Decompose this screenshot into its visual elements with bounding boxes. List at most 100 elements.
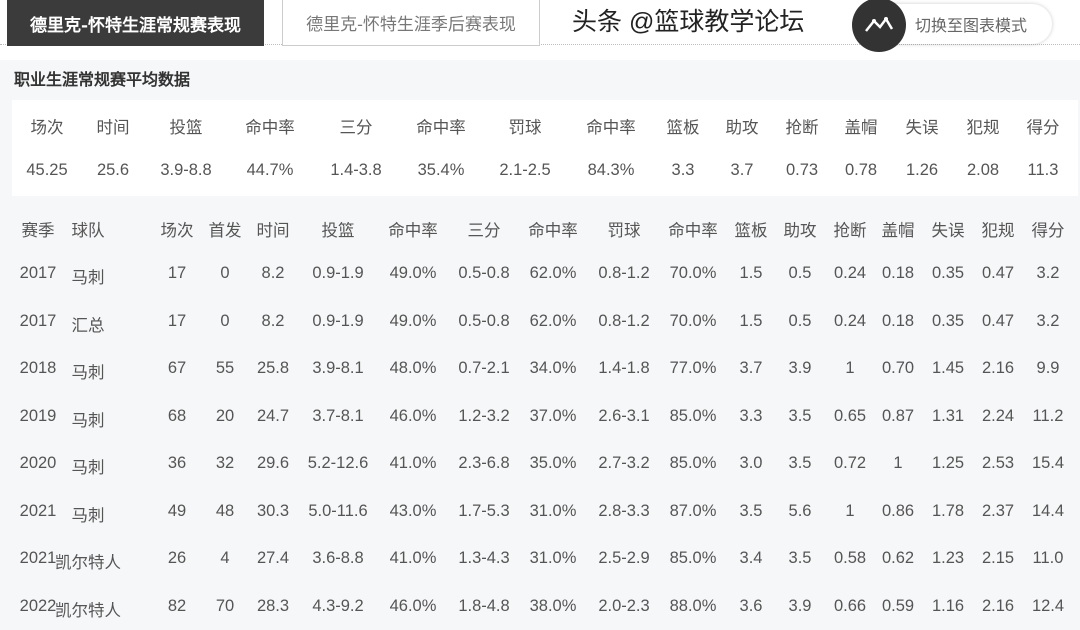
- table-cell: 1.45: [931, 359, 965, 377]
- tab-playoffs[interactable]: 德里克-怀特生涯季后赛表现: [282, 0, 540, 46]
- table-cell: 2.16: [981, 596, 1015, 615]
- table-cell: 3.2: [1036, 264, 1060, 282]
- line-chart-icon: [852, 0, 906, 52]
- table-cell: 30.3: [256, 501, 290, 520]
- table-cell: 1: [893, 454, 903, 472]
- table-cell: 36: [167, 454, 187, 472]
- table-cell: 0.18: [881, 311, 915, 330]
- table-cell: 3.0: [739, 454, 763, 472]
- table-cell: 49: [167, 501, 187, 520]
- table-cell: 马刺: [71, 411, 105, 430]
- table-cell: 3.7-8.1: [312, 406, 364, 425]
- table-cell: 3.5: [788, 454, 812, 472]
- column-header: 命中率: [528, 222, 578, 240]
- table-cell: 0.58: [833, 549, 867, 567]
- column-header: 犯规: [981, 222, 1015, 240]
- table-cell: 2.3-6.8: [458, 454, 510, 472]
- section-title: 职业生涯常规赛平均数据: [14, 72, 191, 89]
- table-cell: 67: [167, 359, 187, 377]
- table-cell: 1: [845, 501, 855, 520]
- table-cell: 2019: [19, 406, 57, 425]
- table-cell: 87.0%: [669, 501, 717, 520]
- table-cell: 3.2: [1036, 311, 1060, 330]
- summary-value: 11.3: [1027, 161, 1059, 179]
- table-cell: 0.5-0.8: [458, 311, 510, 330]
- table-cell: 0.8-1.2: [598, 311, 650, 330]
- table-cell: 46.0%: [389, 596, 437, 615]
- table-cell: 凯尔特人: [55, 554, 121, 572]
- table-cell: 2018: [19, 359, 57, 377]
- table-cell: 3.5: [788, 549, 812, 567]
- table-cell: 82: [167, 596, 187, 615]
- table-cell: 17: [167, 311, 187, 330]
- table-cell: 1.5: [739, 311, 763, 330]
- table-cell: 0.9-1.9: [312, 264, 364, 282]
- tab-regular-season[interactable]: 德里克-怀特生涯常规赛表现: [7, 0, 264, 46]
- table-cell: 17: [167, 264, 187, 282]
- table-cell: 0.65: [833, 406, 867, 425]
- summary-value: 1.4-3.8: [330, 161, 382, 179]
- table-cell: 0: [220, 264, 230, 282]
- summary-header: 时间: [96, 119, 130, 137]
- summary-value: 35.4%: [417, 161, 465, 179]
- table-cell: 0.72: [833, 454, 867, 472]
- table-cell: 11.0: [1032, 549, 1064, 567]
- table-cell: 0.86: [881, 501, 915, 520]
- column-header: 场次: [160, 222, 194, 240]
- table-cell: 0.7-2.1: [458, 359, 510, 377]
- table-cell: 34.0%: [529, 359, 577, 377]
- table-cell: 2.53: [981, 454, 1015, 472]
- chart-mode-toggle[interactable]: 切换至图表模式: [852, 0, 1052, 52]
- table-cell: 2.6-3.1: [598, 406, 650, 425]
- table-cell: 3.9-8.1: [312, 359, 364, 377]
- table-cell: 3.5: [788, 406, 812, 425]
- table-cell: 5.2-12.6: [307, 454, 369, 472]
- table-cell: 1.78: [931, 501, 965, 520]
- table-cell: 15.4: [1031, 454, 1065, 472]
- table-cell: 77.0%: [669, 359, 717, 377]
- table-cell: 2017: [19, 311, 57, 330]
- summary-header: 篮板: [666, 119, 700, 137]
- summary-header: 罚球: [508, 119, 542, 137]
- table-cell: 49.0%: [389, 311, 437, 330]
- summary-header: 命中率: [416, 119, 466, 137]
- summary-header: 投篮: [169, 119, 203, 137]
- table-cell: 1.2-3.2: [458, 406, 510, 425]
- table-cell: 1.5: [739, 264, 763, 282]
- table-cell: 85.0%: [669, 406, 717, 425]
- table-cell: 41.0%: [389, 549, 437, 567]
- table-cell: 0.59: [881, 596, 915, 615]
- table-cell: 0.35: [931, 264, 965, 282]
- summary-value: 2.08: [966, 161, 1000, 179]
- column-header: 命中率: [388, 222, 438, 240]
- table-cell: 46.0%: [389, 406, 437, 425]
- table-cell: 1.31: [931, 406, 965, 425]
- table-cell: 0.62: [881, 549, 915, 567]
- table-cell: 8.2: [261, 264, 285, 282]
- column-header: 命中率: [668, 222, 718, 240]
- table-cell: 2.37: [981, 501, 1015, 520]
- table-cell: 68: [167, 406, 187, 425]
- table-cell: 2.15: [981, 549, 1015, 567]
- table-cell: 0.47: [981, 264, 1015, 282]
- table-cell: 1.23: [931, 549, 965, 567]
- table-cell: 0.70: [881, 359, 915, 377]
- column-header: 首发: [208, 222, 242, 240]
- table-cell: 0.47: [981, 311, 1015, 330]
- table-cell: 0.18: [881, 264, 915, 282]
- table-cell: 70: [215, 596, 235, 615]
- table-cell: 1.3-4.3: [458, 549, 510, 567]
- column-header: 篮板: [734, 222, 768, 240]
- table-cell: 24.7: [256, 406, 290, 425]
- table-cell: 2.7-3.2: [598, 454, 650, 472]
- summary-header: 失误: [905, 119, 939, 137]
- table-cell: 马刺: [71, 506, 105, 525]
- table-cell: 62.0%: [529, 311, 577, 330]
- summary-header: 抢断: [785, 119, 819, 137]
- table-cell: 0.24: [833, 311, 867, 330]
- table-cell: 5.0-11.6: [308, 501, 368, 520]
- summary-value: 0.78: [844, 161, 878, 179]
- table-cell: 8.2: [261, 311, 285, 330]
- summary-value: 3.3: [671, 161, 695, 179]
- table-cell: 1: [845, 359, 855, 377]
